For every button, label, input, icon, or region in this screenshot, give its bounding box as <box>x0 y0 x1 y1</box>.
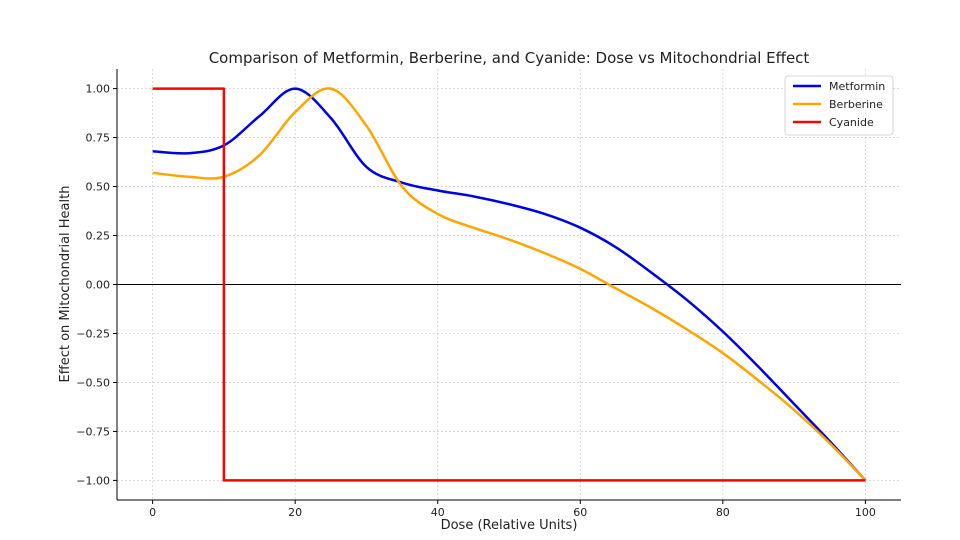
x-tick-label: 20 <box>288 506 302 519</box>
series-line-berberine <box>152 87 867 482</box>
y-tick-label: −0.75 <box>76 425 110 438</box>
y-tick-label: 0.75 <box>86 132 111 145</box>
legend: Metformin Berberine Cyanide <box>784 75 894 136</box>
x-tick-label: 100 <box>855 506 876 519</box>
y-tick-label: 0.00 <box>86 279 111 292</box>
y-tick-label: −0.50 <box>76 376 110 389</box>
x-axis-label: Dose (Relative Units) <box>441 518 578 533</box>
y-tick-label: −0.25 <box>76 327 110 340</box>
x-tick-label: 40 <box>431 506 445 519</box>
x-tick-label: 0 <box>149 506 156 519</box>
legend-label-cyanide: Cyanide <box>829 116 874 129</box>
y-tick-label: −1.00 <box>76 474 110 487</box>
x-tick-label: 80 <box>716 506 730 519</box>
chart-title: Comparison of Metformin, Berberine, and … <box>209 49 810 67</box>
series-layer <box>152 87 867 482</box>
legend-label-metformin: Metformin <box>829 80 885 93</box>
x-tick-label: 60 <box>573 506 587 519</box>
legend-label-berberine: Berberine <box>829 98 883 111</box>
legend-frame <box>784 75 894 136</box>
series-line-cyanide <box>152 87 866 482</box>
series-line-metformin <box>152 87 867 482</box>
y-axis-label: Effect on Mitochondrial Health <box>58 186 73 383</box>
y-tick-label: 0.50 <box>86 181 111 194</box>
ticks-layer: 0 20 40 60 80 100 1.00 0.75 0.50 0.25 0.00 −0.25 −0.… <box>76 83 876 519</box>
y-tick-label: 1.00 <box>86 83 111 96</box>
y-tick-label: 0.25 <box>86 230 111 243</box>
